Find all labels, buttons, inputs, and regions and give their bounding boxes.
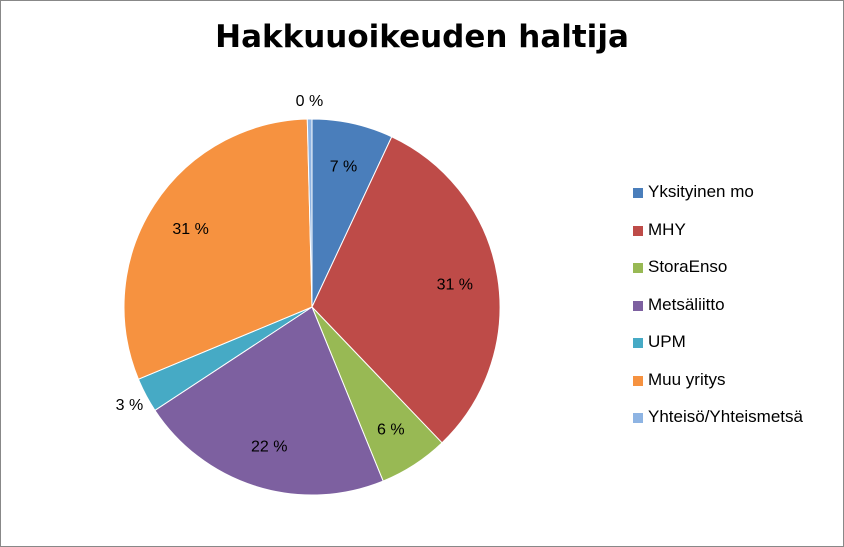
- legend-label: Yhteisö/Yhteismetsä: [648, 407, 803, 426]
- pie-slice: [311, 136, 501, 444]
- legend-swatch: [633, 413, 643, 423]
- legend-swatch: [633, 338, 643, 348]
- legend-swatch: [633, 300, 643, 311]
- pie-slice: [154, 306, 384, 496]
- legend-swatch: [633, 188, 643, 198]
- pie-slice: [306, 118, 313, 308]
- legend-label: MHY: [648, 219, 686, 239]
- legend-label: StoraEnso: [648, 257, 728, 276]
- pie-data-label: 6 %: [377, 421, 405, 438]
- legend-label: Yksityinen mo: [648, 182, 754, 201]
- legend-label: Metsäliitto: [648, 294, 725, 314]
- legend-swatch: [633, 263, 643, 273]
- pie-data-label: 3 %: [116, 397, 144, 414]
- chart-title: Hakkuuoikeuden haltija: [215, 19, 629, 55]
- legend-label: Muu yritys: [648, 369, 726, 389]
- legend-swatch: [633, 225, 643, 236]
- pie-data-label: 7 %: [330, 159, 358, 176]
- pie-data-label: 31 %: [437, 277, 473, 294]
- pie-data-label: 0 %: [296, 93, 324, 110]
- legend-swatch: [633, 375, 643, 386]
- pie-slice: [123, 118, 313, 380]
- legend-label: UPM: [648, 332, 686, 351]
- pie-data-label: 22 %: [251, 438, 287, 455]
- pie-data-label: 31 %: [172, 221, 208, 238]
